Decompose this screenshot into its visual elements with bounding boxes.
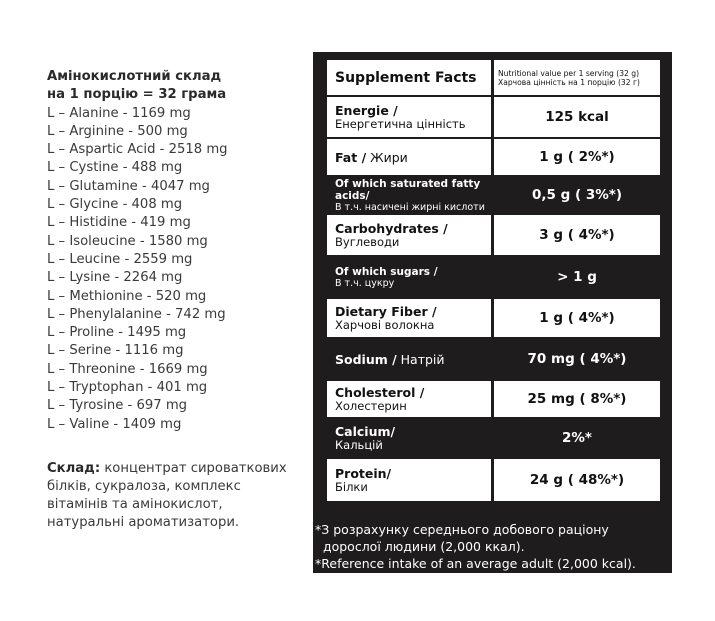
nutrient-value: 1 g ( 4%*): [494, 299, 660, 337]
amino-item: L – Glutamine - 4047 mg: [47, 178, 210, 194]
amino-item: L – Leucine - 2559 mg: [47, 251, 193, 267]
amino-item: L – Serine - 1116 mg: [47, 343, 184, 359]
nutrient-name-en: Protein/: [335, 465, 392, 481]
supplement-facts-panel: Supplement Facts Nutritional value per 1…: [313, 52, 672, 573]
nutrient-value: 3 g ( 4%*): [494, 215, 660, 255]
nutrient-name-en: Calcium/: [335, 423, 396, 439]
footnote-en: *Reference intake of an average adult (2…: [315, 556, 636, 571]
amino-subtitle: на 1 порцію = 32 грама: [47, 87, 227, 103]
amino-title: Амінокислотний склад: [47, 69, 222, 84]
amino-item: L – Isoleucine - 1580 mg: [47, 233, 208, 249]
facts-row: Carbohydrates / Вуглеводи 3 g ( 4%*): [327, 215, 660, 255]
amino-item: L – Histidine - 419 mg: [47, 215, 191, 231]
nutrient-name-ua: Вуглеводи: [335, 234, 400, 249]
nutrient-name-en: Fat /: [335, 149, 367, 165]
composition-label: Склад:: [47, 461, 101, 476]
amino-item: L – Arginine - 500 mg: [47, 123, 188, 139]
nutrient-name-ua: Натрій: [400, 351, 445, 367]
nutrient-name-en: Of which saturated fatty acids/: [335, 177, 481, 202]
nutrient-label: Of which sugars / В т.ч. цукру: [327, 257, 491, 297]
nutrient-name-ua: Білки: [335, 479, 368, 494]
nutrient-name-ua: В т.ч. насичені жирні кислоти: [335, 201, 485, 213]
amino-item: L – Valine - 1409 mg: [47, 416, 182, 432]
nutrient-name-en: Cholesterol /: [335, 384, 425, 400]
nutrient-name-en: Of which sugars /: [335, 265, 438, 278]
facts-row: Sodium / Натрій 70 mg ( 4%*): [327, 339, 660, 379]
amino-item: L – Lysine - 2264 mg: [47, 270, 183, 286]
nutrient-label: Fat / Жири: [327, 139, 491, 175]
nutrient-value: > 1 g: [557, 269, 597, 285]
nutrient-name-ua: Енергетична цінність: [335, 116, 466, 131]
nutrient-name-en: Sodium /: [335, 351, 397, 367]
nutrient-value: 2%*: [562, 430, 592, 446]
nutrient-name-ua: Холестерин: [335, 398, 407, 413]
nutrient-label: Carbohydrates / Вуглеводи: [327, 215, 491, 255]
amino-item: L – Cystine - 488 mg: [47, 160, 183, 176]
nutrient-label: Dietary Fiber / Харчові волокна: [327, 299, 491, 337]
facts-row: Fat / Жири 1 g ( 2%*): [327, 139, 660, 175]
amino-acid-list: Амінокислотний склад на 1 порцію = 32 гр…: [47, 68, 297, 434]
amino-item: L – Tryptophan - 401 mg: [47, 380, 208, 396]
amino-item: L – Threonine - 1669 mg: [47, 361, 208, 377]
facts-title: Supplement Facts: [327, 60, 491, 95]
nutrient-value: 25 mg ( 8%*): [494, 381, 660, 417]
nutrient-label: Protein/Білки: [327, 459, 491, 501]
nutrient-name-ua: Кальцій: [335, 437, 383, 452]
amino-item: L – Glycine - 408 mg: [47, 197, 183, 213]
serving-ua: Харчова цінність на 1 порцію (32 г): [498, 77, 640, 87]
amino-item: L – Tyrosine - 697 mg: [47, 398, 188, 414]
facts-row: Protein/Білки 24 g ( 48%*): [327, 459, 660, 501]
nutrient-label: Sodium / Натрій: [327, 339, 491, 379]
nutrient-name-en: Energie /: [335, 102, 398, 118]
facts-row: Energie / Енергетична цінність 125 kcal: [327, 97, 660, 137]
facts-row: Cholesterol / Холестерин 25 mg ( 8%*): [327, 381, 660, 417]
nutrient-name-ua: В т.ч. цукру: [335, 277, 395, 289]
amino-item: L – Aspartic Acid - 2518 mg: [47, 142, 228, 158]
composition-text: концентрат сироваткових білків, сукралоз…: [47, 461, 287, 530]
nutrient-label: Cholesterol / Холестерин: [327, 381, 491, 417]
nutrient-label: Energie / Енергетична цінність: [327, 97, 491, 137]
facts-row: Of which sugars / В т.ч. цукру > 1 g: [327, 257, 660, 297]
nutrient-value: 0,5 g ( 3%*): [532, 187, 622, 203]
nutrient-value: 24 g ( 48%*): [494, 459, 660, 501]
facts-row: Dietary Fiber / Харчові волокна 1 g ( 4%*): [327, 299, 660, 337]
amino-item: L – Phenylalanine - 742 mg: [47, 306, 226, 322]
nutrient-value: 1 g ( 2%*): [494, 139, 660, 175]
nutrient-label: Of which saturated fatty acids/В т.ч. на…: [327, 177, 491, 213]
amino-item: L – Methionine - 520 mg: [47, 288, 207, 304]
facts-row: Calcium/Кальцій 2%*: [327, 419, 660, 457]
nutrient-label: Calcium/Кальцій: [327, 419, 491, 457]
nutrient-name-ua: Жири: [370, 149, 408, 165]
facts-row: Of which saturated fatty acids/В т.ч. на…: [327, 177, 660, 213]
serving-en: Nutritional value per 1 serving (32 g): [498, 68, 640, 78]
nutrient-name-ua: Харчові волокна: [335, 317, 435, 332]
nutrient-name-en: Dietary Fiber /: [335, 303, 437, 319]
footnote-ua-1: *З розрахунку середнього добового раціон…: [315, 522, 609, 537]
amino-item: L – Proline - 1495 mg: [47, 325, 187, 341]
footnote-ua-2: дорослої людини (2,000 ккал).: [315, 539, 525, 554]
nutrient-value: 70 mg ( 4%*): [527, 351, 627, 367]
nutrient-name-en: Carbohydrates /: [335, 220, 448, 236]
serving-info: Nutritional value per 1 serving (32 g) Х…: [494, 60, 660, 95]
nutrient-value: 125 kcal: [494, 97, 660, 137]
composition: Склад: концентрат сироваткових білків, с…: [47, 460, 297, 532]
footnote: *З розрахунку середнього добового раціон…: [315, 521, 636, 572]
facts-header-row: Supplement Facts Nutritional value per 1…: [327, 60, 660, 95]
amino-item: L – Alanine - 1169 mg: [47, 105, 191, 121]
